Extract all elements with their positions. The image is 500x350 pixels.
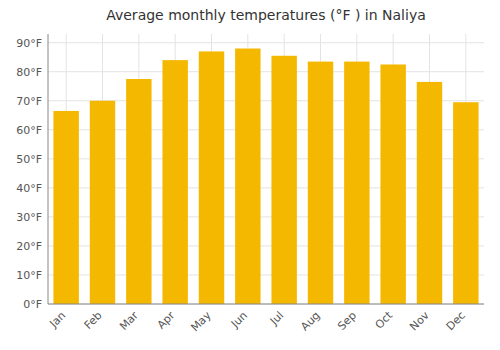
x-tick-label: Oct [373,308,396,331]
bar [162,60,187,304]
x-tick-label: Apr [155,309,178,332]
x-tick-label: Sep [335,309,359,333]
y-tick-label: 90°F [16,37,42,50]
bar [271,56,296,304]
bar [380,64,405,304]
x-tick-label: Aug [298,309,322,333]
x-tick-label: Jun [228,309,250,331]
x-tick-label: May [188,309,214,335]
y-tick-label: 20°F [16,240,42,253]
bar [453,102,478,304]
x-tick-label: Jul [267,309,286,328]
grid [48,34,484,304]
y-tick-label: 60°F [16,124,42,137]
y-tick-label: 70°F [16,95,42,108]
bar [235,49,260,304]
y-tick-label: 10°F [16,269,42,282]
bar [126,79,151,304]
x-tick-label: Jan [46,309,68,331]
x-tick-label: Dec [444,309,468,333]
y-tick-label: 40°F [16,182,42,195]
bars [53,49,478,304]
y-grid-line [48,304,484,305]
y-grid-line [48,71,484,72]
x-axis-line [48,304,484,305]
bar [308,62,333,304]
x-tick-label: Mar [117,309,141,333]
x-tick-label: Nov [407,309,432,334]
y-axis-line [48,34,49,304]
chart-container: 0°F 10°F 20°F 30°F 40°F 50°F 60°F 70°F 80°F 90°F J… [0,0,500,350]
y-tick-label: 30°F [16,211,42,224]
bar [344,62,369,304]
y-tick-label: 0°F [23,298,42,311]
chart-svg: 0°F 10°F 20°F 30°F 40°F 50°F 60°F 70°F 80°F 90°F J… [0,0,500,350]
bar [417,82,442,304]
bar [53,111,78,304]
y-grid-line [48,42,484,43]
y-tick-label: 50°F [16,153,42,166]
x-tick-label: Feb [82,309,105,332]
chart-title: Average monthly temperatures (°F ) in Na… [106,7,426,23]
bar [199,51,224,304]
y-tick-label: 80°F [16,66,42,79]
bar [90,101,115,304]
